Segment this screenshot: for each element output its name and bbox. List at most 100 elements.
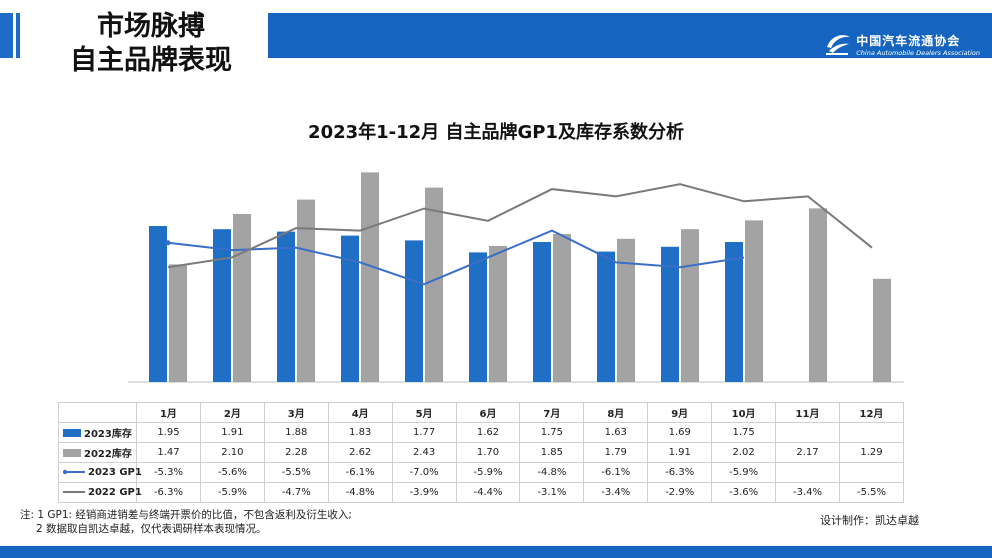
bar-2023-1 [149,226,167,382]
data-label: -4.8% [519,462,585,483]
data-label: 1.63 [583,422,649,443]
data-label: -3.4% [775,482,840,503]
data-label: -4.8% [327,482,393,503]
bar-2022-8 [617,238,635,382]
data-label: -3.1% [519,482,585,503]
table-row: 2023 GP1 -5.3% -5.6% -5.5% -6.1% -7.0% -5.9% -4… [58,462,905,483]
data-label: -3.9% [391,482,457,503]
legend-label: 2022 GP1 [88,486,142,498]
data-label: -4.4% [455,482,521,503]
data-label: 1.83 [327,422,393,443]
data-label: 1.77 [391,422,457,443]
bar-2022-4 [361,172,379,382]
table-month-header: 11月 [775,402,840,423]
bar-2023-4 [341,235,359,382]
bar-2022-7 [553,234,571,382]
data-label: 2.28 [263,442,329,463]
bar-2023-5 [405,240,423,382]
line-2023-gp1 [167,229,745,286]
bar-2022-9 [681,229,699,382]
bar-2022-11 [809,208,827,382]
table-corner [58,402,137,423]
data-label [775,462,840,483]
data-label [775,422,840,443]
data-label: -2.9% [647,482,713,503]
table-month-header: 2月 [199,402,265,423]
table-row: 2022 GP1 -6.3% -5.9% -4.7% -4.8% -3.9% -4.4% -3… [58,482,905,503]
table-month-header: 10月 [711,402,777,423]
header-accent-stripe [0,13,13,58]
data-label: -3.4% [583,482,649,503]
bar-2022-12 [873,278,891,382]
data-label: 1.88 [263,422,329,443]
table-month-header: 4月 [327,402,393,423]
data-label: 1.85 [519,442,585,463]
data-label: 1.47 [136,442,201,463]
line-2023-gp1-start-marker [165,240,171,246]
table-month-header: 8月 [583,402,649,423]
data-label [838,462,905,483]
data-label: -5.9% [199,482,265,503]
data-label: 2.10 [199,442,265,463]
table-month-header: 1月 [136,402,201,423]
footnotes: 注: 1 GP1: 经销商进销差与终端开票价的比值，不包含返利及衍生收入; 2 … [20,508,352,536]
footnote-2: 2 数据取自凯达卓越，仅代表调研样本表现情况。 [36,523,267,535]
logo-english-name: China Automobile Dealers Association [856,48,980,57]
table-row: 2023库存 1.95 1.91 1.88 1.83 1.77 1.62 1.75 1.63 1.… [58,422,905,443]
data-table-header-row: 1月 2月 3月 4月 5月 6月 7月 8月 9月 10月 11月 12月 [58,402,905,423]
data-label: 2.02 [711,442,777,463]
footer-bar [0,546,992,558]
bar-2022-2 [233,214,251,382]
data-label: 2.62 [327,442,393,463]
data-label: -5.3% [136,462,201,483]
page-title: 市场脉搏 自主品牌表现 [36,10,266,78]
data-label: -6.1% [327,462,393,483]
data-label: 1.75 [711,422,777,443]
data-label: 2.43 [391,442,457,463]
page-title-line2: 自主品牌表现 [70,45,232,76]
table-row: 2022库存 1.47 2.10 2.28 2.62 2.43 1.70 1.85 1.79 1.… [58,442,905,463]
table-month-header: 3月 [263,402,329,423]
legend-entry: 2023库存 [58,422,137,443]
header-accent-stripe-thin [16,13,20,58]
data-label: 1.62 [455,422,521,443]
bar-2022-5 [425,187,443,382]
legend-entry: 2022 GP1 [58,482,142,503]
data-label: 1.69 [647,422,713,443]
data-label: -4.7% [263,482,329,503]
legend-label: 2022库存 [84,449,132,460]
design-credit: 设计制作：凯达卓越 [820,514,919,527]
table-month-header: 5月 [391,402,457,423]
data-label: -6.3% [136,482,201,503]
bar-2023-9 [661,246,679,382]
table-month-header: 7月 [519,402,585,423]
bar-2022-10 [745,220,763,382]
cada-logo-icon [826,35,851,55]
data-label: -6.3% [647,462,713,483]
bar-2023-7 [533,242,551,382]
data-label: -5.5% [263,462,329,483]
association-logo: 中国汽车流通协会 China Automobile Dealers Associ… [824,31,980,57]
bar-2023-8 [597,251,615,382]
data-label: 1.75 [519,422,585,443]
data-label: -5.9% [711,462,777,483]
data-label [838,422,905,443]
line-2022-gp1 [167,183,873,269]
data-label: 1.29 [838,442,905,463]
data-label: -5.9% [455,462,521,483]
legend-label: 2023库存 [84,429,132,440]
data-table: 1月 2月 3月 4月 5月 6月 7月 8月 9月 10月 11月 12月 2023库存 1.95 1.… [58,402,905,503]
data-label: -6.1% [583,462,649,483]
legend-entry: 2023 GP1 [58,462,142,483]
table-month-header: 6月 [455,402,521,423]
chart-title: 2023年1-12月 自主品牌GP1及库存系数分析 [308,122,684,143]
bar-2023-3 [277,231,295,382]
legend-entry: 2022库存 [58,442,137,463]
data-label: 1.91 [647,442,713,463]
data-label: 1.79 [583,442,649,463]
data-label: -5.6% [199,462,265,483]
data-label: -3.6% [711,482,777,503]
bar-2022-3 [297,199,315,382]
bar-2022-1 [169,264,187,382]
data-label: -5.5% [838,482,905,503]
